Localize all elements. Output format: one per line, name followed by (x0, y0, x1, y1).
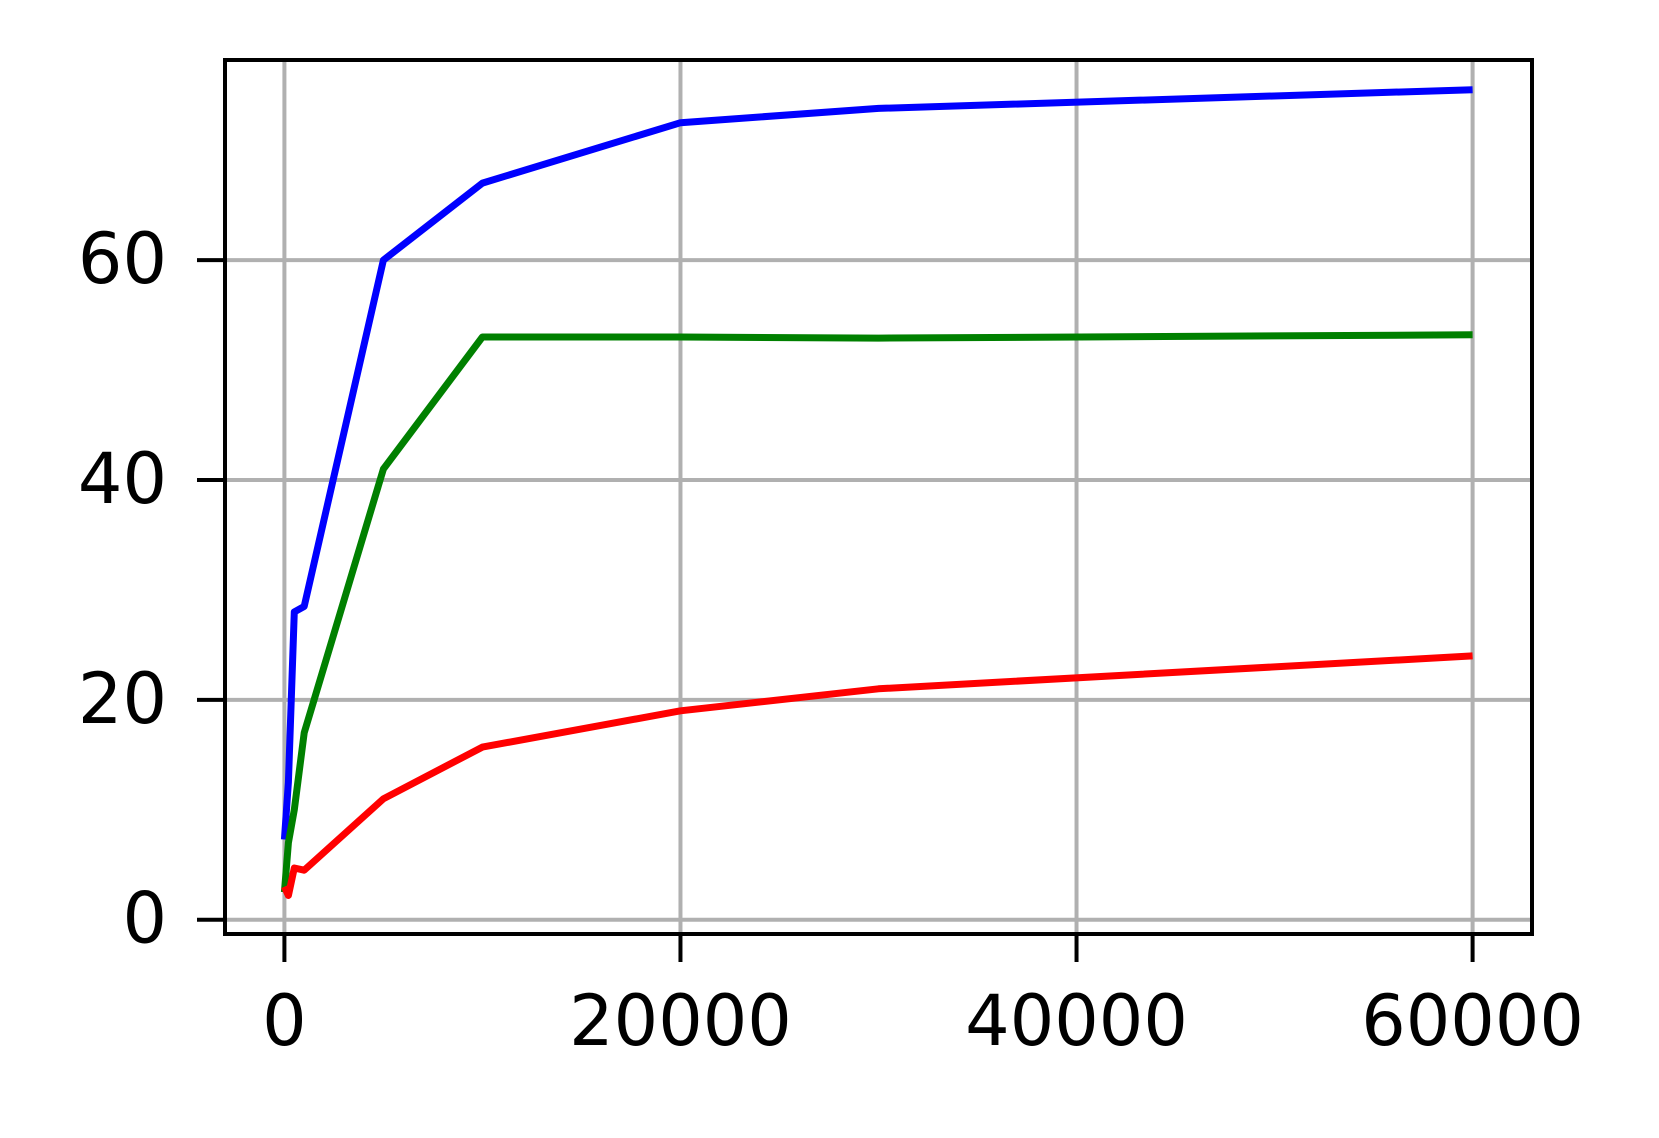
series-line (281, 652, 1473, 899)
y-tick-label: 60 (78, 218, 167, 300)
x-tick-label: 20000 (569, 980, 792, 1062)
x-tick-label: 60000 (1361, 980, 1584, 1062)
plot-frame (223, 58, 1534, 936)
series-line (280, 331, 1473, 893)
x-tick-label: 40000 (965, 980, 1188, 1062)
series-line (280, 86, 1473, 840)
x-tick-label: 0 (262, 980, 307, 1062)
y-tick-label: 20 (78, 658, 167, 740)
y-tick-label: 40 (78, 438, 167, 520)
y-tick-label: 0 (122, 878, 167, 960)
